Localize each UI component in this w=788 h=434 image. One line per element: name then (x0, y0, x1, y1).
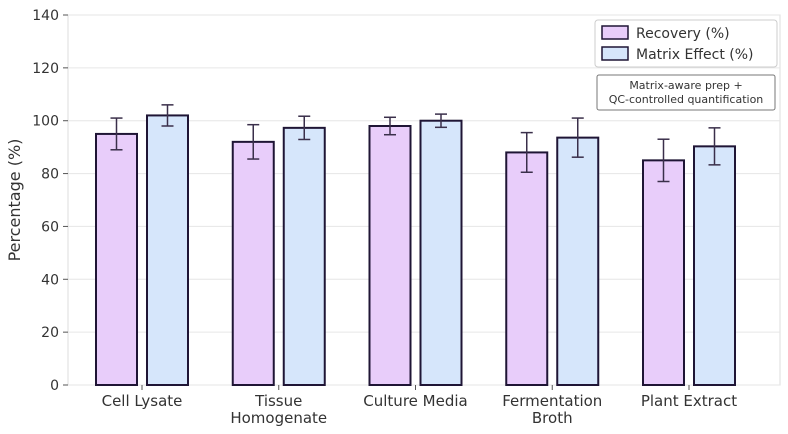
bar-recovery (368, 125, 412, 386)
x-tick-label: Culture Media (363, 392, 467, 410)
x-tick-label: Cell Lysate (102, 392, 183, 410)
x-tick-label: Tissue (254, 392, 302, 410)
bar-matrix-effect (556, 136, 600, 386)
bar-matrix-effect (419, 119, 463, 386)
bar-matrix-effect (282, 126, 326, 386)
bar-recovery (505, 151, 549, 386)
y-tick-label: 20 (41, 325, 59, 341)
bar-recovery (231, 140, 275, 386)
legend-box (594, 19, 778, 68)
y-tick-label: 100 (32, 114, 59, 130)
x-tick-label: Homogenate (230, 409, 327, 427)
y-axis-label: Percentage (%) (5, 139, 24, 262)
x-tick-label: Plant Extract (641, 392, 737, 410)
annotation-text: Matrix-aware prep + (629, 79, 742, 92)
x-tick-label: Fermentation (502, 392, 602, 410)
legend-label: Matrix Effect (%) (636, 47, 754, 63)
legend: Recovery (%) Matrix Effect (%) (594, 19, 778, 68)
bar-recovery (642, 159, 685, 386)
y-tick-label: 140 (32, 8, 59, 24)
y-tick-label: 60 (41, 219, 59, 235)
y-tick-label: 40 (41, 272, 59, 288)
legend-swatch (601, 46, 629, 61)
annotation-box (596, 74, 776, 111)
bar-matrix-effect (693, 145, 736, 386)
legend-label: Recovery (%) (636, 26, 730, 42)
bar-matrix-effect (146, 114, 189, 387)
annotation-text: QC-controlled quantification (609, 93, 764, 106)
bar-recovery (95, 132, 138, 386)
y-tick-label: 120 (32, 61, 59, 77)
x-tick-label: Broth (532, 409, 573, 427)
legend-swatch (601, 25, 629, 40)
y-tick-label: 0 (50, 378, 59, 394)
y-tick-label: 80 (41, 167, 59, 183)
